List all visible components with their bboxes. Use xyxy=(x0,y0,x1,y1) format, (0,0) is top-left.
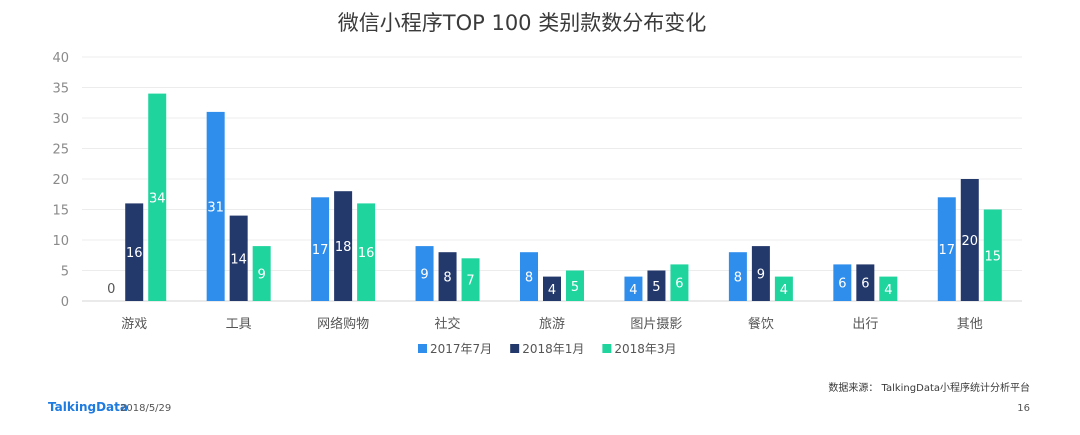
legend-swatch xyxy=(418,344,427,353)
bar xyxy=(937,197,956,301)
bar xyxy=(879,276,898,301)
brand-logo: TalkingData xyxy=(48,400,128,414)
data-label: 5 xyxy=(652,280,660,295)
data-label: 17 xyxy=(939,243,956,258)
bar xyxy=(229,215,248,301)
bar xyxy=(415,246,434,301)
x-tick-label: 其他 xyxy=(957,317,983,332)
data-label: 5 xyxy=(571,280,579,295)
category-group: 6 6 4出行 xyxy=(833,264,898,332)
data-label: 17 xyxy=(312,243,329,258)
y-tick-label: 5 xyxy=(61,265,69,280)
x-tick-label: 游戏 xyxy=(121,317,147,332)
data-label: 4 xyxy=(548,283,556,298)
y-tick-label: 30 xyxy=(52,112,69,127)
bar xyxy=(461,258,480,301)
x-tick-label: 社交 xyxy=(435,316,461,332)
bar xyxy=(624,276,643,301)
bar xyxy=(728,252,747,301)
y-tick-label: 0 xyxy=(61,295,69,310)
bar xyxy=(833,264,852,301)
bar xyxy=(252,246,271,301)
bar xyxy=(125,203,144,301)
x-tick-label: 旅游 xyxy=(539,317,565,332)
data-label: 9 xyxy=(420,268,428,283)
data-label: 34 xyxy=(149,191,166,206)
data-source: 数据来源： TalkingData小程序统计分析平台 xyxy=(828,381,1030,394)
category-group: 0 16 34 游戏 xyxy=(107,93,167,332)
footer-date: 2018/5/29 xyxy=(120,403,171,414)
bar xyxy=(148,93,167,301)
bar xyxy=(774,276,793,301)
y-tick-label: 20 xyxy=(52,173,69,188)
category-group: 4 5 6 图片摄影 xyxy=(624,264,689,332)
bar xyxy=(983,209,1002,301)
bar xyxy=(751,246,770,301)
category-group: 31 14 9 工具 xyxy=(206,111,271,332)
legend-swatch xyxy=(510,344,520,353)
legend: 2017年7月 2018年1月 2018年3月 xyxy=(418,342,677,356)
bar xyxy=(520,252,538,301)
x-tick-label: 网络购物 xyxy=(317,316,369,332)
data-label: 0 xyxy=(107,282,115,297)
bar xyxy=(856,264,875,301)
bar xyxy=(357,203,376,301)
data-label: 8 xyxy=(734,271,742,286)
x-tick-label: 工具 xyxy=(226,317,252,332)
category-group: 17 20 15 其他 xyxy=(937,179,1002,332)
y-tick-label: 15 xyxy=(52,204,69,219)
bar xyxy=(206,111,225,302)
data-label: 9 xyxy=(757,268,765,283)
data-label: 9 xyxy=(258,268,266,283)
bar xyxy=(438,252,457,301)
data-label: 14 xyxy=(230,252,247,267)
data-label: 7 xyxy=(466,274,474,289)
data-label: 8 xyxy=(525,271,533,286)
x-tick-label: 出行 xyxy=(852,317,878,332)
data-label: 8 xyxy=(443,271,451,286)
category-group: 8 94 餐饮 xyxy=(728,246,793,332)
data-label: 6 xyxy=(838,277,846,292)
legend-swatch xyxy=(602,344,612,353)
bar xyxy=(960,179,979,301)
y-tick-label: 40 xyxy=(52,51,69,66)
category-group: 84 5 旅游 xyxy=(520,252,584,332)
data-label: 16 xyxy=(126,246,143,261)
bar xyxy=(670,264,689,301)
y-tick-label: 35 xyxy=(52,82,69,97)
bar xyxy=(334,191,353,301)
chart-title: 微信小程序TOP 100 类别款数分布变化 xyxy=(338,11,706,35)
category-group: 9 8 7 社交 xyxy=(415,246,480,332)
data-label: 18 xyxy=(335,240,352,255)
category-group: 17 18 16 网络购物 xyxy=(311,191,376,332)
data-label: 6 xyxy=(861,277,869,292)
data-label: 31 xyxy=(207,200,224,215)
data-label: 4 xyxy=(780,283,788,298)
data-label: 4 xyxy=(629,283,637,298)
bar xyxy=(543,276,561,301)
x-tick-label: 餐饮 xyxy=(748,316,774,332)
data-label: 6 xyxy=(675,277,683,292)
y-tick-label: 10 xyxy=(52,234,69,249)
x-tick-label: 图片摄影 xyxy=(630,317,682,332)
y-tick-label: 25 xyxy=(52,143,69,158)
legend-label: 2017年7月 xyxy=(430,342,492,356)
legend-label: 2018年1月 xyxy=(522,342,584,356)
data-label: 15 xyxy=(985,249,1002,264)
data-label: 16 xyxy=(358,246,375,261)
bar xyxy=(566,270,584,301)
bar xyxy=(311,197,330,301)
data-label: 4 xyxy=(884,283,892,298)
data-label: 20 xyxy=(962,234,979,249)
page-number: 16 xyxy=(1017,403,1030,414)
legend-label: 2018年3月 xyxy=(614,342,676,356)
bar xyxy=(647,270,666,301)
